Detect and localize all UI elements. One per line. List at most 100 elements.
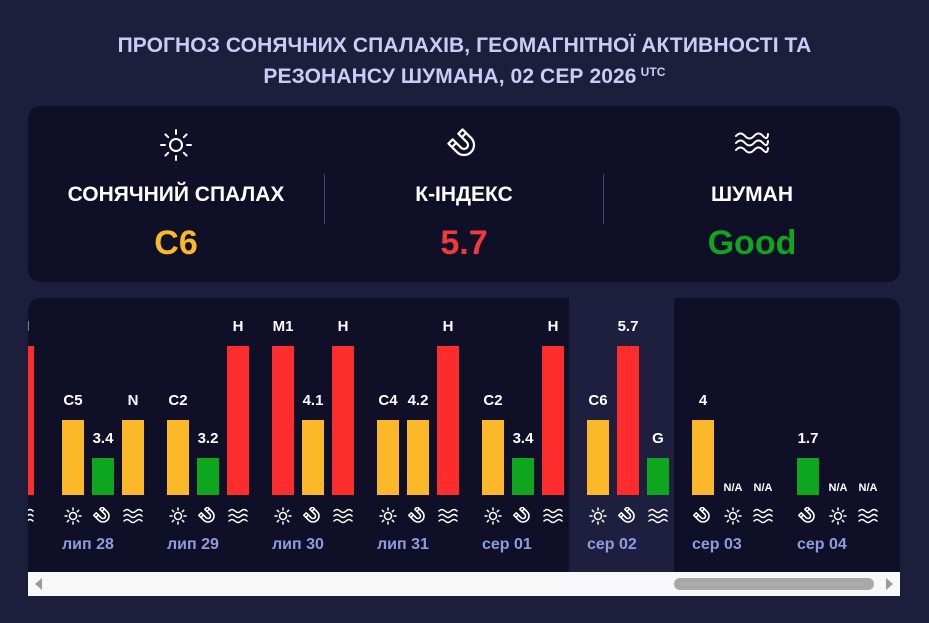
magnet-icon — [618, 507, 635, 523]
day-date-label: лип 29 — [167, 536, 219, 553]
schumann-label: ШУМАН — [711, 183, 793, 206]
magnet-icon — [693, 507, 710, 523]
schumann-bar — [227, 346, 249, 495]
schumann-bar-label: N/A — [858, 482, 878, 494]
partial-bar-label: H — [28, 318, 44, 335]
schumann-bar-label: N — [127, 392, 139, 409]
magnet-icon — [303, 507, 320, 523]
divider — [324, 174, 325, 224]
kindex-bar — [797, 458, 819, 495]
waves-icon — [123, 508, 143, 524]
summary-kindex: К-ІНДЕКС 5.7 — [325, 106, 603, 282]
day-date-label: сер 01 — [482, 536, 532, 553]
divider — [603, 174, 604, 224]
day-date-label: сер 03 — [692, 536, 742, 553]
partial-waves-icon — [28, 508, 34, 522]
magnet-icon — [447, 128, 476, 157]
scroll-right-arrow-icon[interactable] — [886, 578, 893, 590]
kindex-bar — [302, 420, 324, 495]
kindex-bar-label: 4 — [698, 392, 708, 409]
kindex-bar — [692, 420, 714, 495]
kindex-bar — [197, 458, 219, 495]
timezone-label: UTC — [640, 65, 666, 79]
waves-icon — [438, 508, 458, 524]
magnet-icon — [198, 507, 215, 523]
sun-icon — [589, 507, 607, 525]
schumann-bar-label: H — [442, 318, 454, 335]
schumann-bar — [122, 420, 144, 495]
waves-icon — [735, 132, 769, 154]
day-date-label: лип 30 — [272, 536, 324, 553]
schumann-bar-label: G — [652, 430, 664, 447]
day-column: 4 N/A N/A сер 03 — [674, 298, 779, 572]
schumann-bar — [437, 346, 459, 495]
schumann-bar-label: N/A — [753, 482, 773, 494]
flare-bar-label: C5 — [63, 392, 83, 409]
schumann-bar — [332, 346, 354, 495]
summary-flare: СОНЯЧНИЙ СПАЛАХ C6 — [28, 106, 324, 282]
day-date-label: лип 31 — [377, 536, 429, 553]
summary-schumann: ШУМАН Good — [604, 106, 900, 282]
sun-icon — [274, 507, 292, 525]
flare-bar — [482, 420, 504, 495]
day-column: 1.7 N/A N/A сер 04 — [779, 298, 884, 572]
flare-bar — [587, 420, 609, 495]
page-title: ПРОГНОЗ СОНЯЧНИХ СПАЛАХІВ, ГЕОМАГНІТНОЇ … — [0, 30, 929, 92]
sun-icon — [169, 507, 187, 525]
sun-icon — [160, 129, 192, 161]
scroll-thumb[interactable] — [674, 578, 874, 590]
waves-icon — [858, 508, 878, 524]
flare-bar — [167, 420, 189, 495]
kindex-value: 5.7 — [440, 224, 488, 262]
flare-bar-label: C2 — [483, 392, 503, 409]
flare-bar-label: M1 — [272, 318, 294, 335]
sun-icon — [829, 507, 847, 525]
day-date-label: сер 02 — [587, 536, 637, 553]
kindex-bar-label: 3.4 — [512, 430, 534, 447]
flare-bar — [377, 420, 399, 495]
day-date-label: сер 04 — [797, 536, 847, 553]
flare-bar-label: C6 — [588, 392, 608, 409]
sun-icon — [724, 507, 742, 525]
page-title-date: РЕЗОНАНСУ ШУМАНА, 02 СЕР 2026 — [263, 65, 637, 88]
waves-icon — [543, 508, 563, 524]
kindex-bar-label: 1.7 — [797, 430, 819, 447]
flare-bar-label: N/A — [828, 482, 848, 494]
waves-icon — [648, 508, 668, 524]
schumann-bar — [542, 346, 564, 495]
horizontal-scrollbar[interactable] — [28, 572, 900, 596]
kindex-label: К-ІНДЕКС — [415, 183, 513, 206]
schumann-bar-label: H — [232, 318, 244, 335]
schumann-value: Good — [707, 224, 797, 262]
flare-bar-label: N/A — [723, 482, 743, 494]
sun-icon — [64, 507, 82, 525]
waves-icon — [753, 508, 773, 524]
scroll-left-arrow-icon[interactable] — [35, 578, 42, 590]
magnet-icon — [93, 507, 110, 523]
kindex-bar-label: 4.2 — [407, 392, 429, 409]
kindex-bar-label: 4.1 — [302, 392, 324, 409]
sun-icon — [379, 507, 397, 525]
kindex-bar-label: 5.7 — [617, 318, 639, 335]
flare-bar — [272, 346, 294, 495]
partial-bar — [28, 346, 34, 495]
page-title-line-1: ПРОГНОЗ СОНЯЧНИХ СПАЛАХІВ, ГЕОМАГНІТНОЇ … — [117, 34, 812, 57]
waves-icon — [228, 508, 248, 524]
magnet-icon — [513, 507, 530, 523]
flare-bar-label: C4 — [378, 392, 398, 409]
kindex-bar — [407, 420, 429, 495]
kindex-bar — [617, 346, 639, 495]
waves-icon — [333, 508, 353, 524]
schumann-bar — [647, 458, 669, 495]
kindex-bar-label: 3.2 — [197, 430, 219, 447]
schumann-bar-label: H — [337, 318, 349, 335]
page-title-line-2: РЕЗОНАНСУ ШУМАНА, 02 СЕР 2026 UTC — [0, 61, 929, 92]
schumann-bar-label: H — [547, 318, 559, 335]
